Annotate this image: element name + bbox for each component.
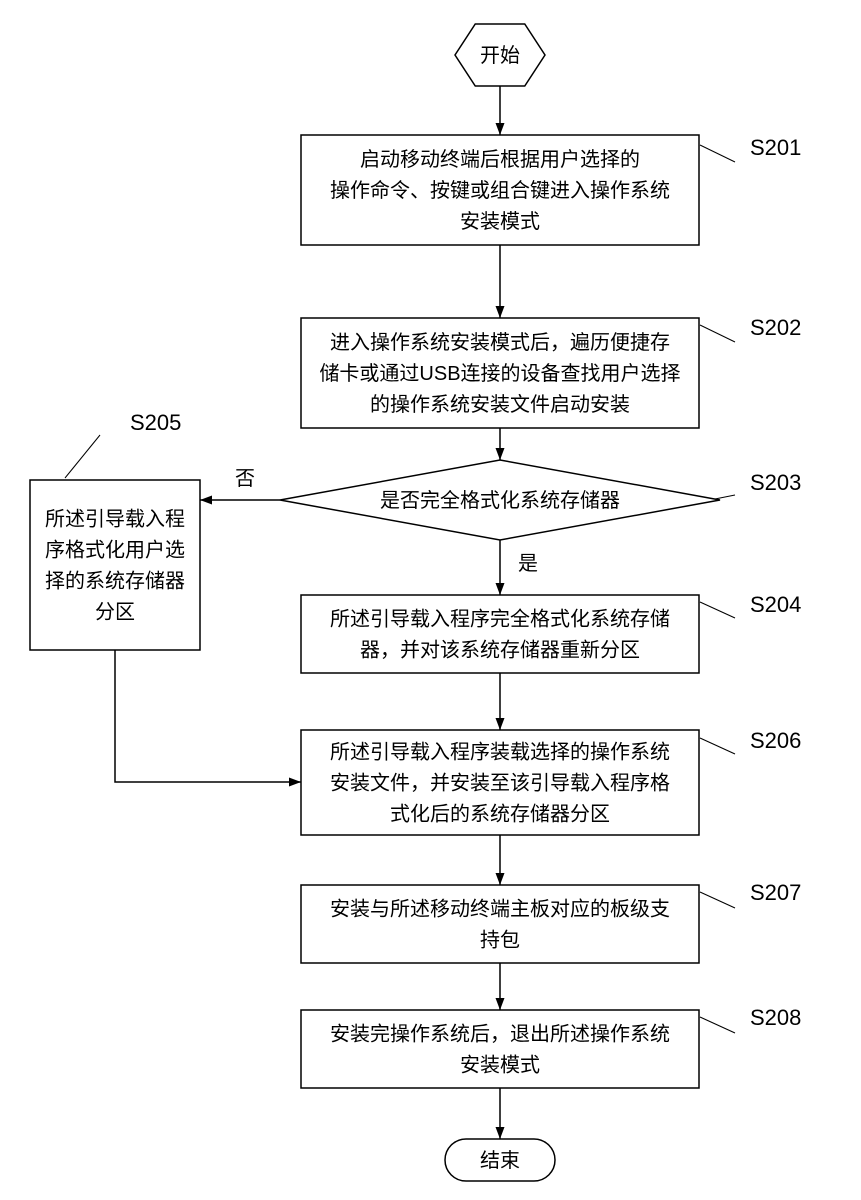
step-label-s201: S201	[750, 135, 801, 160]
step-label-s204: S204	[750, 592, 801, 617]
node-s201-text: 启动移动终端后根据用户选择的	[360, 148, 640, 171]
node-s207-text: 持包	[480, 929, 520, 952]
node-s203-text: 是否完全格式化系统存储器	[380, 489, 620, 512]
node-s204-text: 所述引导载入程序完全格式化系统存储	[330, 608, 670, 631]
node-s205-text: 分区	[95, 601, 135, 624]
leader-s208	[700, 1017, 735, 1033]
step-label-s203: S203	[750, 470, 801, 495]
node-s204-text: 器，并对该系统存储器重新分区	[360, 639, 640, 662]
node-end-text: 结束	[480, 1149, 520, 1172]
step-label-s202: S202	[750, 315, 801, 340]
leader-s202	[700, 325, 735, 342]
step-label-s206: S206	[750, 728, 801, 753]
node-s202-text: 进入操作系统安装模式后，遍历便捷存	[330, 331, 670, 354]
step-label-s205: S205	[130, 410, 181, 435]
step-label-s208: S208	[750, 1005, 801, 1030]
node-s205-text: 择的系统存储器	[45, 570, 185, 593]
leader-s204	[700, 602, 735, 618]
flowchart-diagram: 开始启动移动终端后根据用户选择的操作命令、按键或组合键进入操作系统安装模式进入操…	[0, 0, 861, 1200]
edge-label-s203-s204: 是	[518, 553, 538, 575]
node-s201-text: 安装模式	[460, 210, 540, 233]
leader-s203	[715, 495, 735, 499]
leader-s201	[700, 145, 735, 162]
node-start-text: 开始	[480, 44, 520, 67]
node-s201-text: 操作命令、按键或组合键进入操作系统	[330, 179, 670, 202]
node-s205	[30, 480, 200, 650]
leader-s206	[700, 738, 735, 754]
leader-s205	[65, 435, 100, 478]
node-s202-text: 储卡或通过USB连接的设备查找用户选择	[319, 362, 680, 385]
node-s205-text: 序格式化用户选	[45, 539, 185, 562]
edge-label-s203-s205: 否	[235, 468, 255, 490]
node-s206-text: 所述引导载入程序装载选择的操作系统	[330, 741, 670, 764]
node-s205-text: 所述引导载入程	[45, 508, 185, 531]
node-s208-text: 安装模式	[460, 1054, 540, 1077]
edge-s205-s206	[115, 650, 301, 782]
node-s208-text: 安装完操作系统后，退出所述操作系统	[330, 1023, 670, 1046]
node-s202-text: 的操作系统安装文件启动安装	[370, 393, 630, 416]
leader-s207	[700, 892, 735, 908]
node-s207-text: 安装与所述移动终端主板对应的板级支	[330, 898, 670, 921]
step-label-s207: S207	[750, 880, 801, 905]
node-s206-text: 安装文件，并安装至该引导载入程序格	[330, 772, 670, 795]
node-s206-text: 式化后的系统存储器分区	[390, 803, 610, 826]
